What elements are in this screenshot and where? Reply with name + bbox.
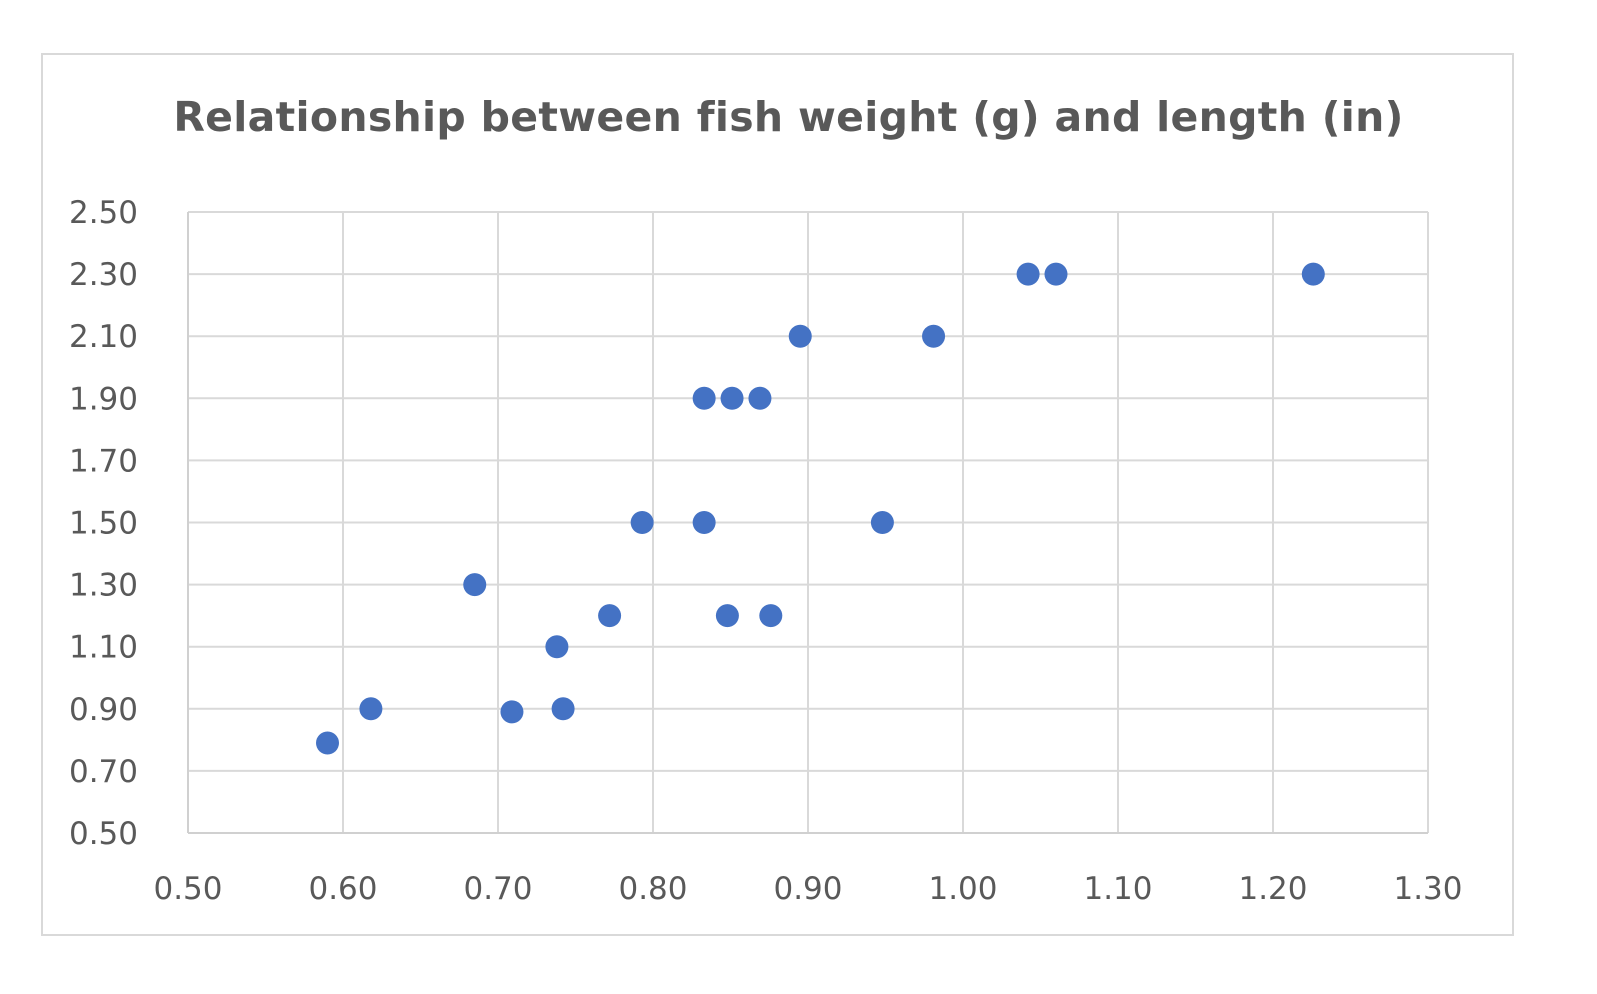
- data-point: [551, 697, 575, 721]
- tick-labels: 0.50 0.60 0.70 0.80 0.90 1.00 1.10 1.20 1.30 0.50…: [69, 195, 1463, 907]
- data-point: [1044, 262, 1068, 286]
- y-tick-label: 2.10: [69, 319, 138, 355]
- gridlines: [188, 211, 1429, 833]
- y-tick-label: 1.70: [69, 443, 138, 479]
- data-point: [870, 511, 894, 534]
- y-tick-label: 1.50: [69, 506, 138, 542]
- data-point: [692, 386, 716, 410]
- y-tick-label: 0.90: [69, 692, 138, 728]
- x-tick-label: 1.00: [928, 871, 997, 907]
- data-point: [720, 386, 744, 410]
- y-tick-label: 1.10: [69, 630, 138, 666]
- data-point: [1016, 262, 1040, 286]
- chart-title: Relationship between fish weight (g) and…: [173, 93, 1404, 141]
- data-point: [759, 604, 783, 628]
- chart-area: [41, 53, 1514, 936]
- y-tick-label: 0.70: [69, 754, 138, 790]
- data-point: [1301, 262, 1325, 286]
- data-point: [922, 324, 946, 348]
- data-point: [316, 731, 339, 755]
- data-point: [500, 700, 524, 724]
- x-tick-label: 1.30: [1393, 871, 1462, 907]
- y-tick-label: 0.50: [69, 816, 138, 852]
- y-tick-label: 2.50: [69, 195, 138, 231]
- x-tick-label: 1.20: [1238, 871, 1307, 907]
- data-point: [748, 386, 772, 410]
- y-tick-label: 1.90: [69, 381, 138, 417]
- x-tick-label: 0.60: [308, 871, 377, 907]
- x-tick-label: 0.70: [463, 871, 532, 907]
- data-point: [545, 635, 569, 659]
- data-point: [463, 573, 487, 597]
- data-point: [598, 604, 622, 628]
- data-point: [630, 511, 654, 534]
- x-tick-label: 1.10: [1083, 871, 1152, 907]
- data-point: [715, 604, 739, 628]
- data-point: [692, 511, 716, 534]
- data-points: [316, 262, 1325, 755]
- axes: [187, 212, 1428, 834]
- x-tick-label: 0.90: [773, 871, 842, 907]
- y-tick-label: 1.30: [69, 568, 138, 604]
- x-tick-label: 0.50: [153, 871, 222, 907]
- x-tick-label: 0.80: [618, 871, 687, 907]
- data-point: [788, 324, 812, 348]
- data-point: [359, 697, 383, 721]
- y-tick-label: 2.30: [69, 257, 138, 293]
